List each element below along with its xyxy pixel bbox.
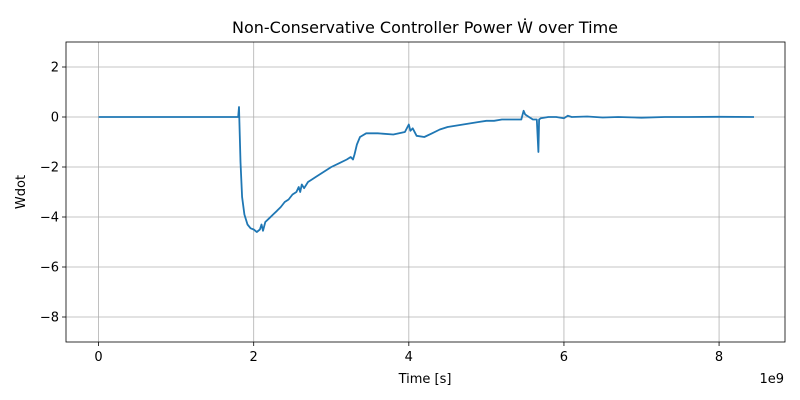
x-tick-label: 4 (405, 350, 413, 365)
plot-frame (65, 41, 786, 343)
y-tick-label: −6 (40, 261, 59, 276)
y-axis-label: Wdot (14, 175, 29, 209)
grid-layer (66, 42, 785, 342)
y-tick-label: 2 (51, 61, 59, 76)
y-tick-label: 0 (51, 111, 59, 126)
x-tick-label: 8 (715, 350, 723, 365)
x-tick-label: 6 (560, 350, 568, 365)
y-tick-label: −2 (40, 161, 59, 176)
x-axis-offset-label: 1e9 (759, 372, 784, 387)
series-layer (98, 106, 755, 233)
y-tick-label: −8 (40, 311, 59, 326)
x-tick-label: 2 (250, 350, 258, 365)
tick-layer: 0 2 4 6 8 2 0 −2 −4 −6 −8 (40, 61, 723, 366)
x-axis-label: Time [s] (398, 372, 452, 387)
series-line (98, 106, 755, 233)
y-tick-label: −4 (40, 211, 59, 226)
chart-title: Non-Conservative Controller Power Ẇ over… (232, 18, 618, 37)
x-tick-label: 0 (94, 350, 102, 365)
